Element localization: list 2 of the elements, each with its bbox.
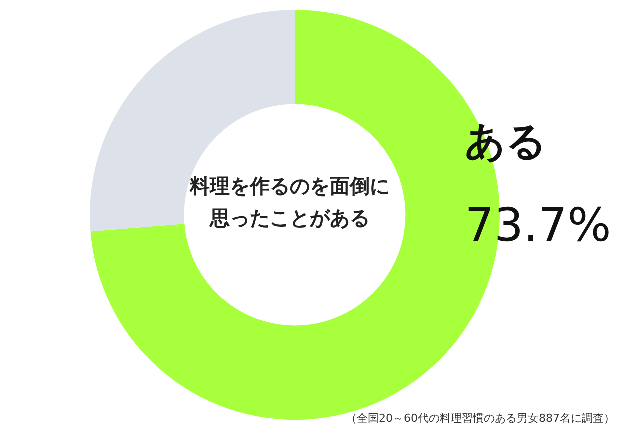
text: 料理を作るのを面倒に思ったことがある bbox=[190, 173, 390, 232]
text: （全国20～60代の料理習慣のある男女887名に調査） bbox=[346, 412, 615, 425]
